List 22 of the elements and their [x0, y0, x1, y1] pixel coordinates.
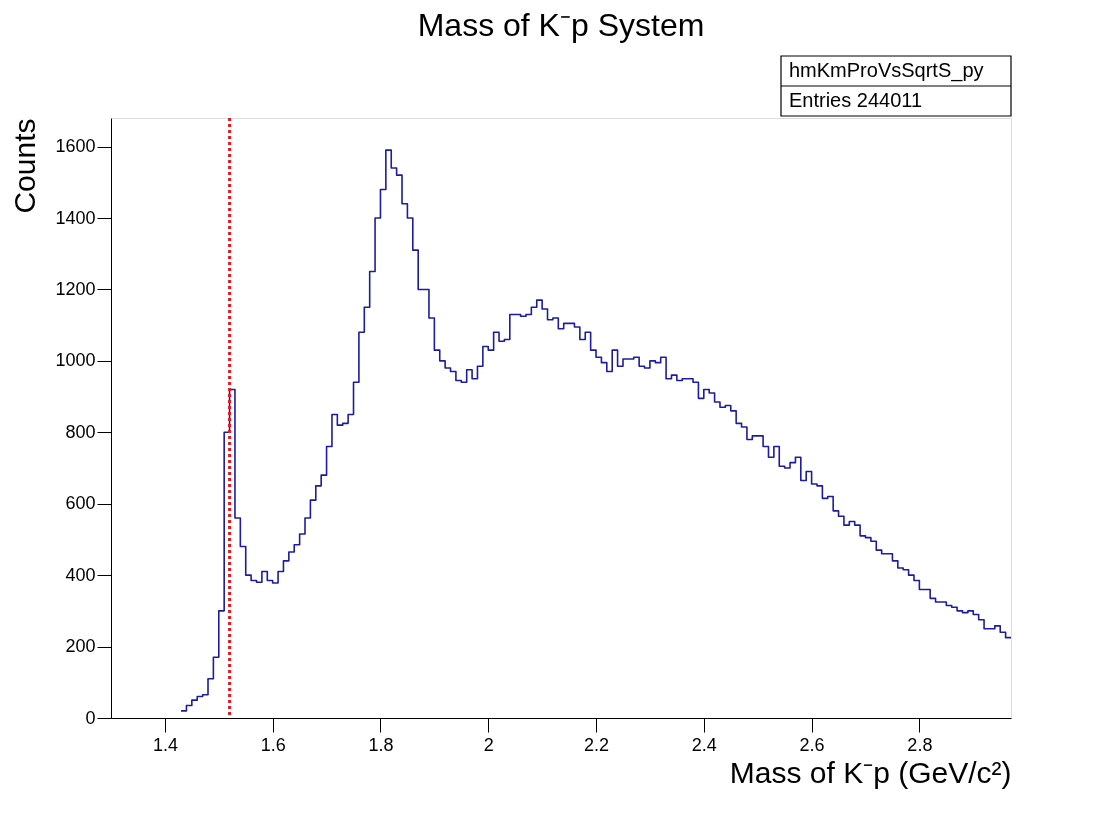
x-tick-label: 2.4	[691, 734, 717, 755]
y-tick-label: 0	[85, 707, 96, 728]
y-tick-label: 1000	[55, 350, 96, 371]
y-tick-label: 800	[65, 421, 96, 442]
text: Entries 244011	[789, 89, 923, 111]
x-tick-label: 2.6	[799, 734, 825, 755]
y-tick-label: 200	[65, 636, 96, 657]
x-tick-label: 2	[483, 734, 494, 755]
y-tick-label: 1600	[55, 136, 96, 157]
y-axis-title: Counts	[8, 118, 42, 214]
x-tick-label: 1.8	[368, 734, 394, 755]
y-tick-label: 1200	[55, 278, 96, 299]
x-tick-label: 1.6	[260, 734, 286, 755]
y-tick-label: 600	[65, 493, 96, 514]
y-tick-label: 400	[65, 564, 96, 585]
x-axis-title: Mass of K⁻p (GeV/c²)	[729, 755, 1012, 789]
y-tick-label: 1400	[55, 207, 96, 228]
x-tick-label: 2.8	[907, 734, 933, 755]
x-tick-label: 1.4	[152, 734, 178, 755]
chart-title: Mass of K⁻p System	[417, 7, 705, 44]
x-tick-label: 2.2	[584, 734, 610, 755]
text: hmKmProVsSqrtS_py	[789, 59, 984, 82]
